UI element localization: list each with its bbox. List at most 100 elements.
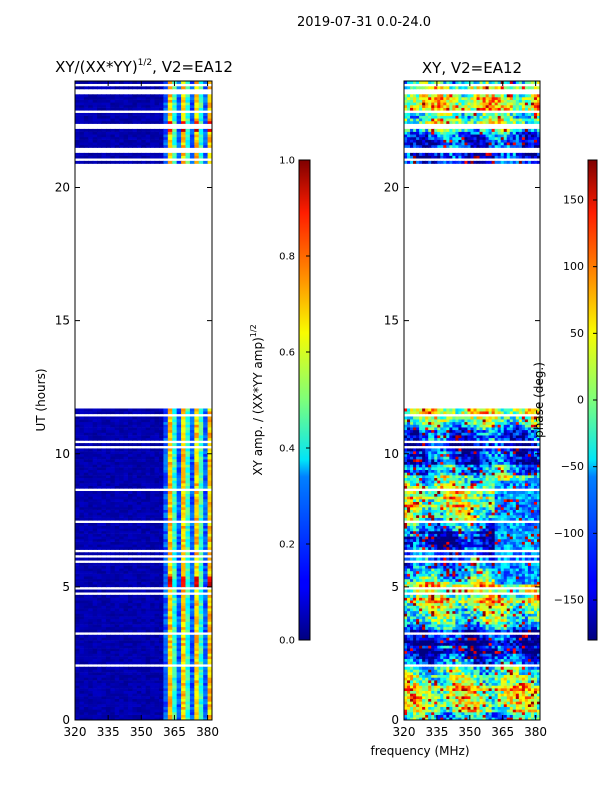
right-heatmap-cell <box>458 701 463 705</box>
left-heatmap-cell <box>141 443 147 447</box>
left-heatmap-cell <box>105 624 111 628</box>
right-heatmap-cell <box>434 674 438 678</box>
left-heatmap-cell <box>203 581 209 585</box>
left-heatmap-cell <box>158 424 164 428</box>
left-heatmap-cell <box>114 546 120 550</box>
left-heatmap-cell <box>88 680 94 684</box>
left-heatmap-cell <box>158 597 164 601</box>
left-heatmap-cell <box>136 653 142 657</box>
left-heatmap-cell <box>150 712 156 715</box>
left-heatmap-cell <box>141 512 147 516</box>
right-heatmap-cell <box>434 666 438 670</box>
left-heatmap-cell <box>128 650 134 654</box>
left-heatmap-cell <box>97 712 103 715</box>
left-heatmap-cell <box>97 704 103 707</box>
left-heatmap-cell <box>141 698 147 702</box>
left-heatmap-cell <box>141 112 147 116</box>
left-heatmap-cell <box>198 562 204 566</box>
left-heatmap-cell <box>167 709 173 713</box>
left-heatmap-cell <box>163 602 169 606</box>
right-heatmap-cell <box>440 709 444 713</box>
left-heatmap-cell <box>181 136 187 140</box>
left-heatmap-cell <box>128 698 134 702</box>
left-heatmap-cell <box>194 717 200 720</box>
right-heatmap-cell <box>434 717 438 720</box>
left-heatmap-cell <box>114 541 120 545</box>
left-heatmap-cell <box>83 472 89 476</box>
right-heatmap-cell <box>470 658 475 662</box>
left-heatmap-cell <box>203 690 209 694</box>
left-heatmap-cell <box>141 541 147 545</box>
left-heatmap-cell <box>172 499 178 502</box>
left-heatmap-cell <box>154 688 160 692</box>
left-heatmap-cell <box>172 701 178 705</box>
left-heatmap-cell <box>158 469 164 473</box>
right-heatmap-cell <box>425 704 429 707</box>
left-heatmap-cell <box>203 475 209 479</box>
left-heatmap-cell <box>132 578 138 582</box>
right-heatmap-cell <box>509 661 514 665</box>
left-heatmap-cell <box>136 429 142 433</box>
right-heatmap-cell <box>530 688 535 692</box>
left-heatmap-cell <box>114 645 120 649</box>
left-heatmap-cell <box>203 533 209 537</box>
left-heatmap-cell <box>123 448 129 452</box>
right-heatmap-cell <box>440 658 444 662</box>
left-heatmap-cell <box>92 573 98 577</box>
left-heatmap-cell <box>167 653 173 657</box>
left-heatmap-cell <box>189 118 195 122</box>
right-heatmap-cell <box>506 696 511 699</box>
left-heatmap-cell <box>163 682 169 686</box>
left-heatmap-cell <box>123 522 129 526</box>
left-heatmap-cell <box>114 483 120 486</box>
left-heatmap-cell <box>207 94 212 98</box>
left-heatmap-cell <box>105 552 111 556</box>
right-heatmap-cell <box>497 661 502 665</box>
left-heatmap-cell <box>105 621 111 625</box>
left-heatmap-cell <box>110 411 116 415</box>
left-heatmap-cell <box>207 96 212 100</box>
right-heatmap-cell <box>533 693 538 697</box>
left-heatmap-cell <box>88 682 94 686</box>
left-heatmap-cell <box>97 461 103 465</box>
right-heatmap-cell <box>416 698 420 702</box>
left-heatmap-cell <box>154 645 160 649</box>
left-heatmap-cell <box>119 637 125 641</box>
left-heatmap-cell <box>163 704 169 707</box>
right-heatmap-cell <box>410 656 414 660</box>
left-heatmap-cell <box>176 514 182 518</box>
left-heatmap-cell <box>203 416 209 420</box>
left-heatmap-cell <box>185 443 191 447</box>
left-heatmap <box>75 81 212 720</box>
left-heatmap-cell <box>88 99 94 103</box>
left-heatmap-cell <box>141 536 147 540</box>
left-heatmap-cell <box>181 102 187 106</box>
right-heatmap-cell <box>419 690 423 694</box>
left-heatmap-cell <box>154 461 160 465</box>
left-heatmap-cell <box>176 709 182 713</box>
left-heatmap-cell <box>181 96 187 100</box>
left-heatmap-cell <box>185 674 191 678</box>
left-heatmap-cell <box>110 698 116 702</box>
left-heatmap-cell <box>158 432 164 436</box>
left-heatmap-cell <box>145 597 151 601</box>
right-heatmap-cell <box>530 674 535 678</box>
left-heatmap-cell <box>207 480 212 484</box>
left-heatmap-cell <box>167 411 173 415</box>
left-heatmap-cell <box>154 421 160 425</box>
left-heatmap-cell <box>167 714 173 718</box>
right-heatmap-cell <box>413 706 417 710</box>
left-heatmap-cell <box>105 696 111 699</box>
left-heatmap-cell <box>167 669 173 673</box>
left-heatmap-cell <box>167 81 173 84</box>
left-heatmap-cell <box>128 437 134 441</box>
left-heatmap-cell <box>79 552 85 556</box>
left-heatmap-cell <box>132 102 138 106</box>
left-heatmap-cell <box>88 706 94 710</box>
left-heatmap-cell <box>158 565 164 569</box>
left-heatmap-cell <box>198 680 204 684</box>
left-heatmap-cell <box>75 504 81 508</box>
left-heatmap-cell <box>114 616 120 620</box>
left-heatmap-cell <box>83 512 89 516</box>
left-heatmap-cell <box>97 608 103 612</box>
